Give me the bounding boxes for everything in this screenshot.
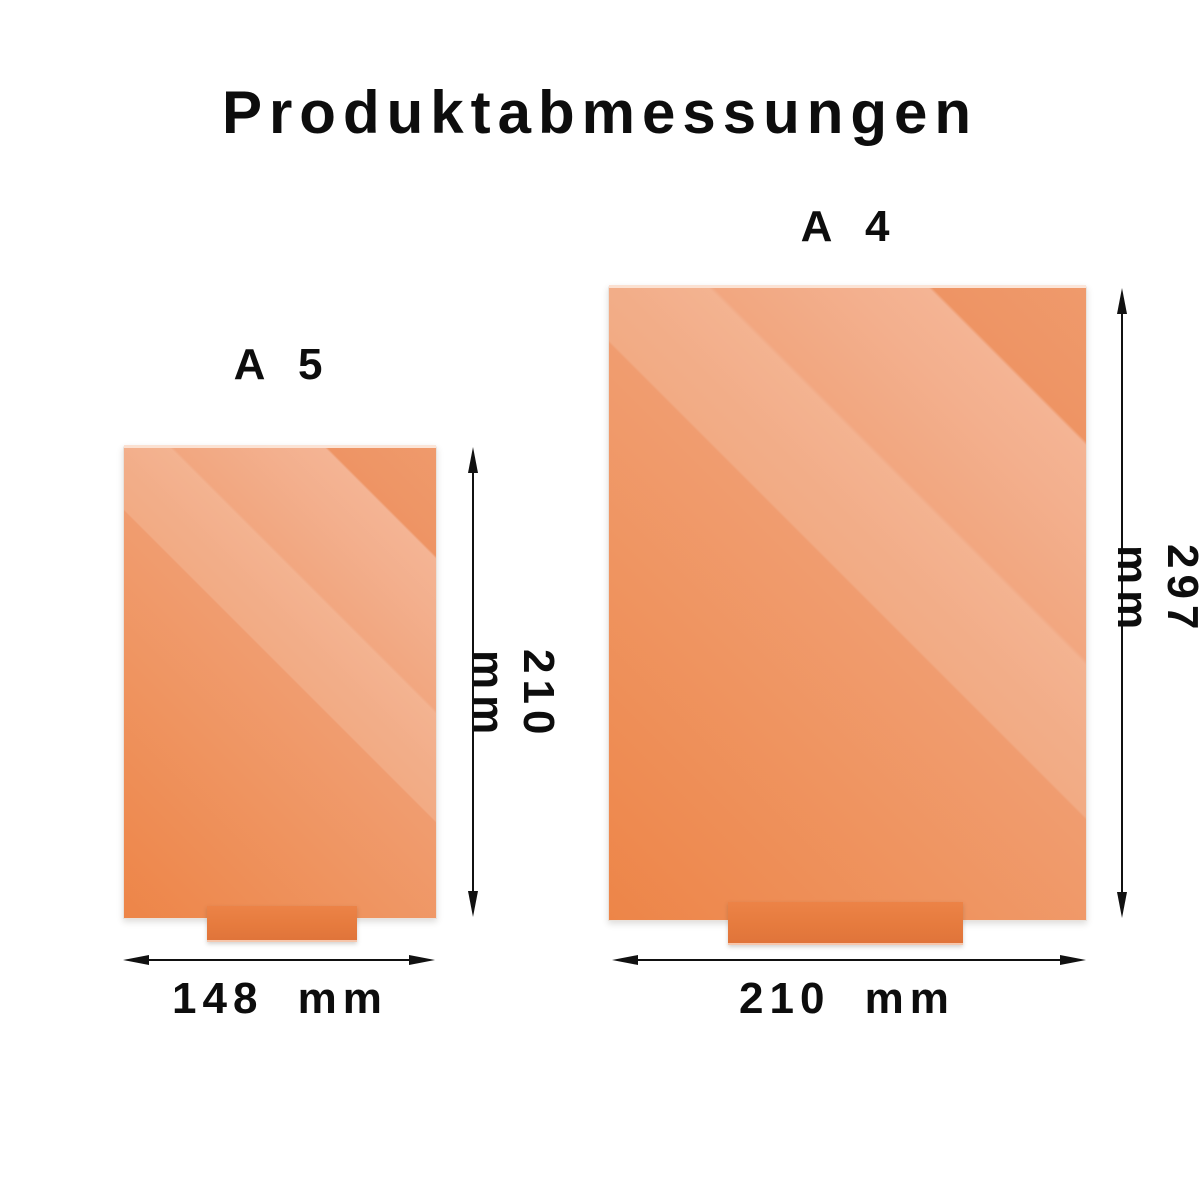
a5-width-label: 148 mm — [172, 974, 388, 1023]
a5-height-arrow-icon — [463, 447, 483, 917]
a4-height-arrow-icon — [1112, 288, 1132, 918]
a4-width-arrow-icon — [612, 950, 1086, 970]
a5-acrylic-plate — [123, 445, 437, 919]
a5-width-arrow-icon — [123, 950, 435, 970]
a5-size-label: A 5 — [233, 340, 327, 389]
a4-plate-stand — [728, 902, 963, 945]
a4-height-label: 297 mm — [1108, 544, 1200, 636]
a4-width-label: 210 mm — [739, 974, 955, 1023]
a4-size-label: A 4 — [800, 202, 894, 251]
a4-acrylic-plate — [608, 285, 1087, 921]
a5-plate-stand — [207, 906, 357, 942]
page-title: Produktabmessungen — [221, 79, 979, 146]
a5-height-label: 210 mm — [464, 649, 563, 741]
